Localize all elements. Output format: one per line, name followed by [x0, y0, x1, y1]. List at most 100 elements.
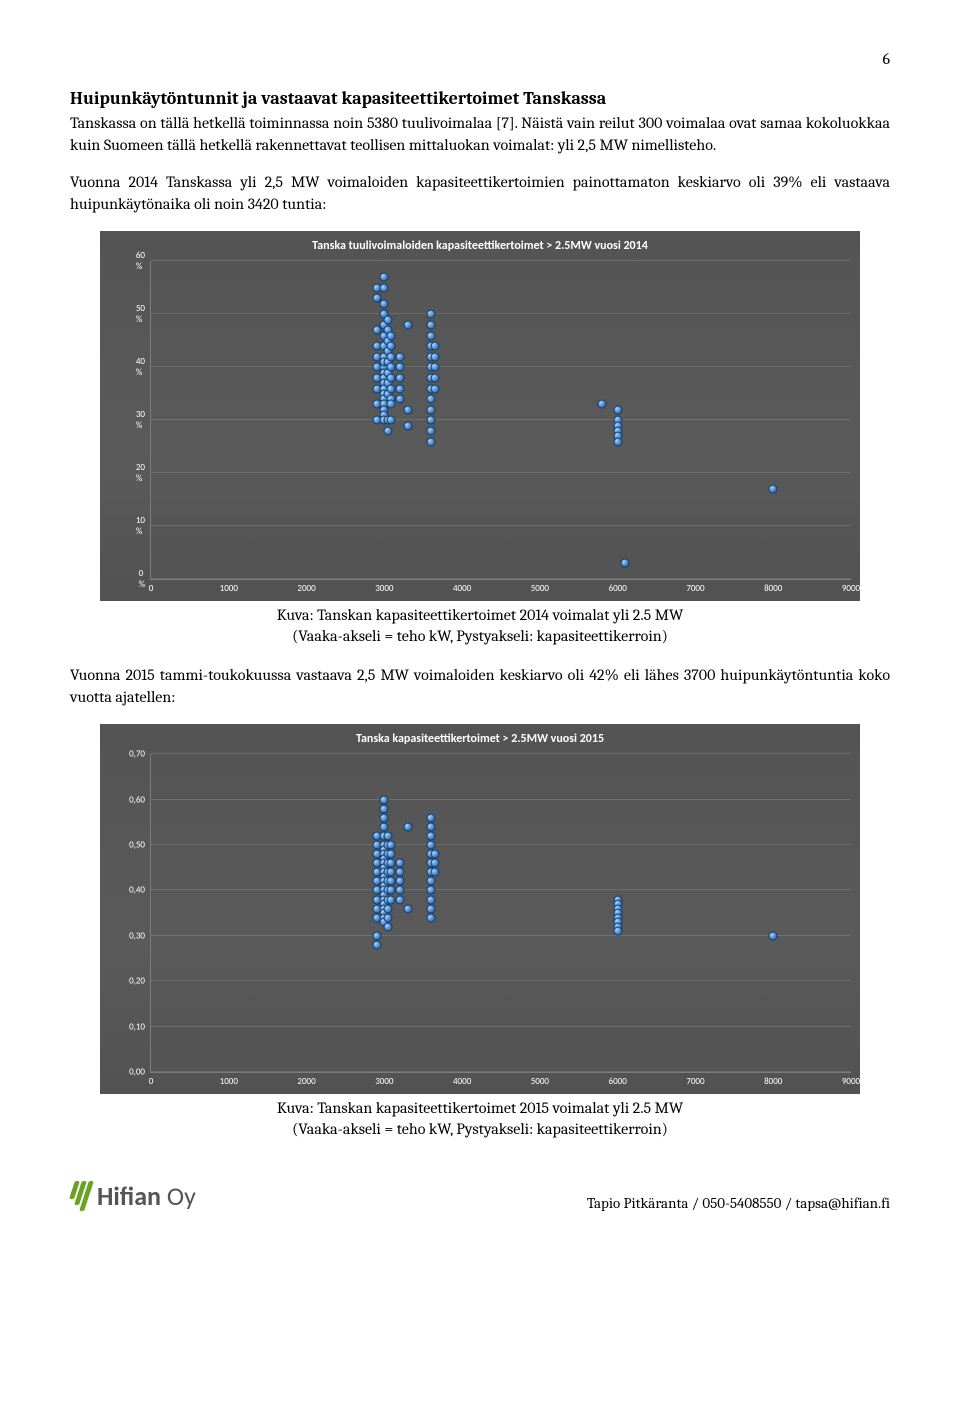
- logo-name-bold: Hifian: [97, 1180, 161, 1212]
- x-tick-label: 6000: [609, 583, 627, 594]
- data-point: [395, 395, 404, 404]
- gridline: [151, 313, 851, 314]
- x-tick-label: 2000: [297, 583, 315, 594]
- y-tick-label: 20 %: [136, 462, 145, 484]
- data-point: [384, 831, 393, 840]
- x-tick-label: 5000: [531, 583, 549, 594]
- data-point: [380, 813, 389, 822]
- data-point: [403, 904, 412, 913]
- data-point: [403, 405, 412, 414]
- data-point: [372, 940, 381, 949]
- y-tick-label: 0,00: [129, 1067, 145, 1078]
- data-point: [427, 895, 436, 904]
- x-tick-label: 1000: [220, 583, 238, 594]
- x-tick-label: 5000: [531, 1076, 549, 1087]
- gridline: [151, 889, 851, 890]
- data-point: [395, 373, 404, 382]
- data-point: [403, 320, 412, 329]
- data-point: [427, 822, 436, 831]
- data-point: [380, 299, 389, 308]
- paragraph-2: Vuonna 2014 Tanskassa yli 2,5 MW voimalo…: [70, 172, 890, 215]
- x-tick-label: 3000: [375, 1076, 393, 1087]
- data-point: [395, 363, 404, 372]
- data-point: [430, 384, 439, 393]
- data-point: [430, 868, 439, 877]
- x-tick-label: 7000: [686, 583, 704, 594]
- chart-1-caption-line1: Kuva: Tanskan kapasiteettikertoimet 2014…: [277, 606, 683, 624]
- data-point: [386, 331, 395, 340]
- data-point: [427, 437, 436, 446]
- chart-title: Tanska tuulivoimaloiden kapasiteettikert…: [100, 231, 860, 253]
- y-tick-label: 50 %: [136, 303, 145, 325]
- x-tick-label: 2000: [297, 1076, 315, 1087]
- data-point: [395, 877, 404, 886]
- data-point: [386, 841, 395, 850]
- gridline: [151, 578, 851, 579]
- y-tick-label: 0,50: [129, 840, 145, 851]
- data-point: [384, 904, 393, 913]
- data-point: [427, 913, 436, 922]
- y-tick-label: 0,30: [129, 930, 145, 941]
- data-point: [403, 421, 412, 430]
- data-point: [386, 850, 395, 859]
- data-point: [384, 913, 393, 922]
- data-point: [395, 384, 404, 393]
- data-point: [427, 405, 436, 414]
- gridline: [151, 472, 851, 473]
- data-point: [403, 822, 412, 831]
- data-point: [395, 886, 404, 895]
- gridline: [151, 1026, 851, 1027]
- data-point: [430, 363, 439, 372]
- data-point: [430, 352, 439, 361]
- data-point: [430, 859, 439, 868]
- logo-text: Hifian Oy: [97, 1180, 196, 1212]
- x-tick-label: 0: [149, 1076, 154, 1087]
- data-point: [386, 886, 395, 895]
- x-tick-label: 8000: [764, 1076, 782, 1087]
- data-point: [427, 841, 436, 850]
- data-point: [427, 877, 436, 886]
- data-point: [430, 850, 439, 859]
- gridline: [151, 366, 851, 367]
- data-point: [613, 405, 622, 414]
- data-point: [427, 904, 436, 913]
- data-point: [386, 400, 395, 409]
- x-tick-label: 4000: [453, 583, 471, 594]
- data-point: [427, 395, 436, 404]
- gridline: [151, 1071, 851, 1072]
- chart-1: Tanska tuulivoimaloiden kapasiteettikert…: [100, 231, 860, 601]
- data-point: [386, 877, 395, 886]
- footer: Hifian Oy Tapio Pitkäranta / 050-5408550…: [70, 1180, 890, 1212]
- data-point: [380, 283, 389, 292]
- data-point: [395, 868, 404, 877]
- y-tick-label: 0,10: [129, 1021, 145, 1032]
- gridline: [151, 260, 851, 261]
- data-point: [372, 931, 381, 940]
- paragraph-3: Vuonna 2015 tammi-toukokuussa vastaava 2…: [70, 665, 890, 708]
- data-point: [430, 373, 439, 382]
- gridline: [151, 844, 851, 845]
- gridline: [151, 935, 851, 936]
- data-point: [427, 426, 436, 435]
- chart-1-caption-line2: (Vaaka-akseli = teho kW, Pystyakseli: ka…: [292, 627, 668, 645]
- data-point: [386, 868, 395, 877]
- gridline: [151, 419, 851, 420]
- chart-title: Tanska kapasiteettikertoimet > 2.5MW vuo…: [100, 724, 860, 746]
- page-number: 6: [70, 50, 890, 68]
- data-point: [621, 559, 630, 568]
- data-point: [386, 363, 395, 372]
- data-point: [386, 895, 395, 904]
- gridline: [151, 753, 851, 754]
- chart-2-caption-line2: (Vaaka-akseli = teho kW, Pystyakseli: ka…: [292, 1120, 668, 1138]
- gridline: [151, 980, 851, 981]
- data-point: [384, 922, 393, 931]
- page: 6 Huipunkäytöntunnit ja vastaavat kapasi…: [0, 0, 960, 1242]
- y-tick-label: 0,40: [129, 885, 145, 896]
- data-point: [386, 373, 395, 382]
- y-tick-label: 40 %: [136, 356, 145, 378]
- data-point: [613, 927, 622, 936]
- section-heading: Huipunkäytöntunnit ja vastaavat kapasite…: [70, 88, 890, 109]
- y-tick-label: 0,20: [129, 976, 145, 987]
- data-point: [395, 895, 404, 904]
- data-point: [598, 400, 607, 409]
